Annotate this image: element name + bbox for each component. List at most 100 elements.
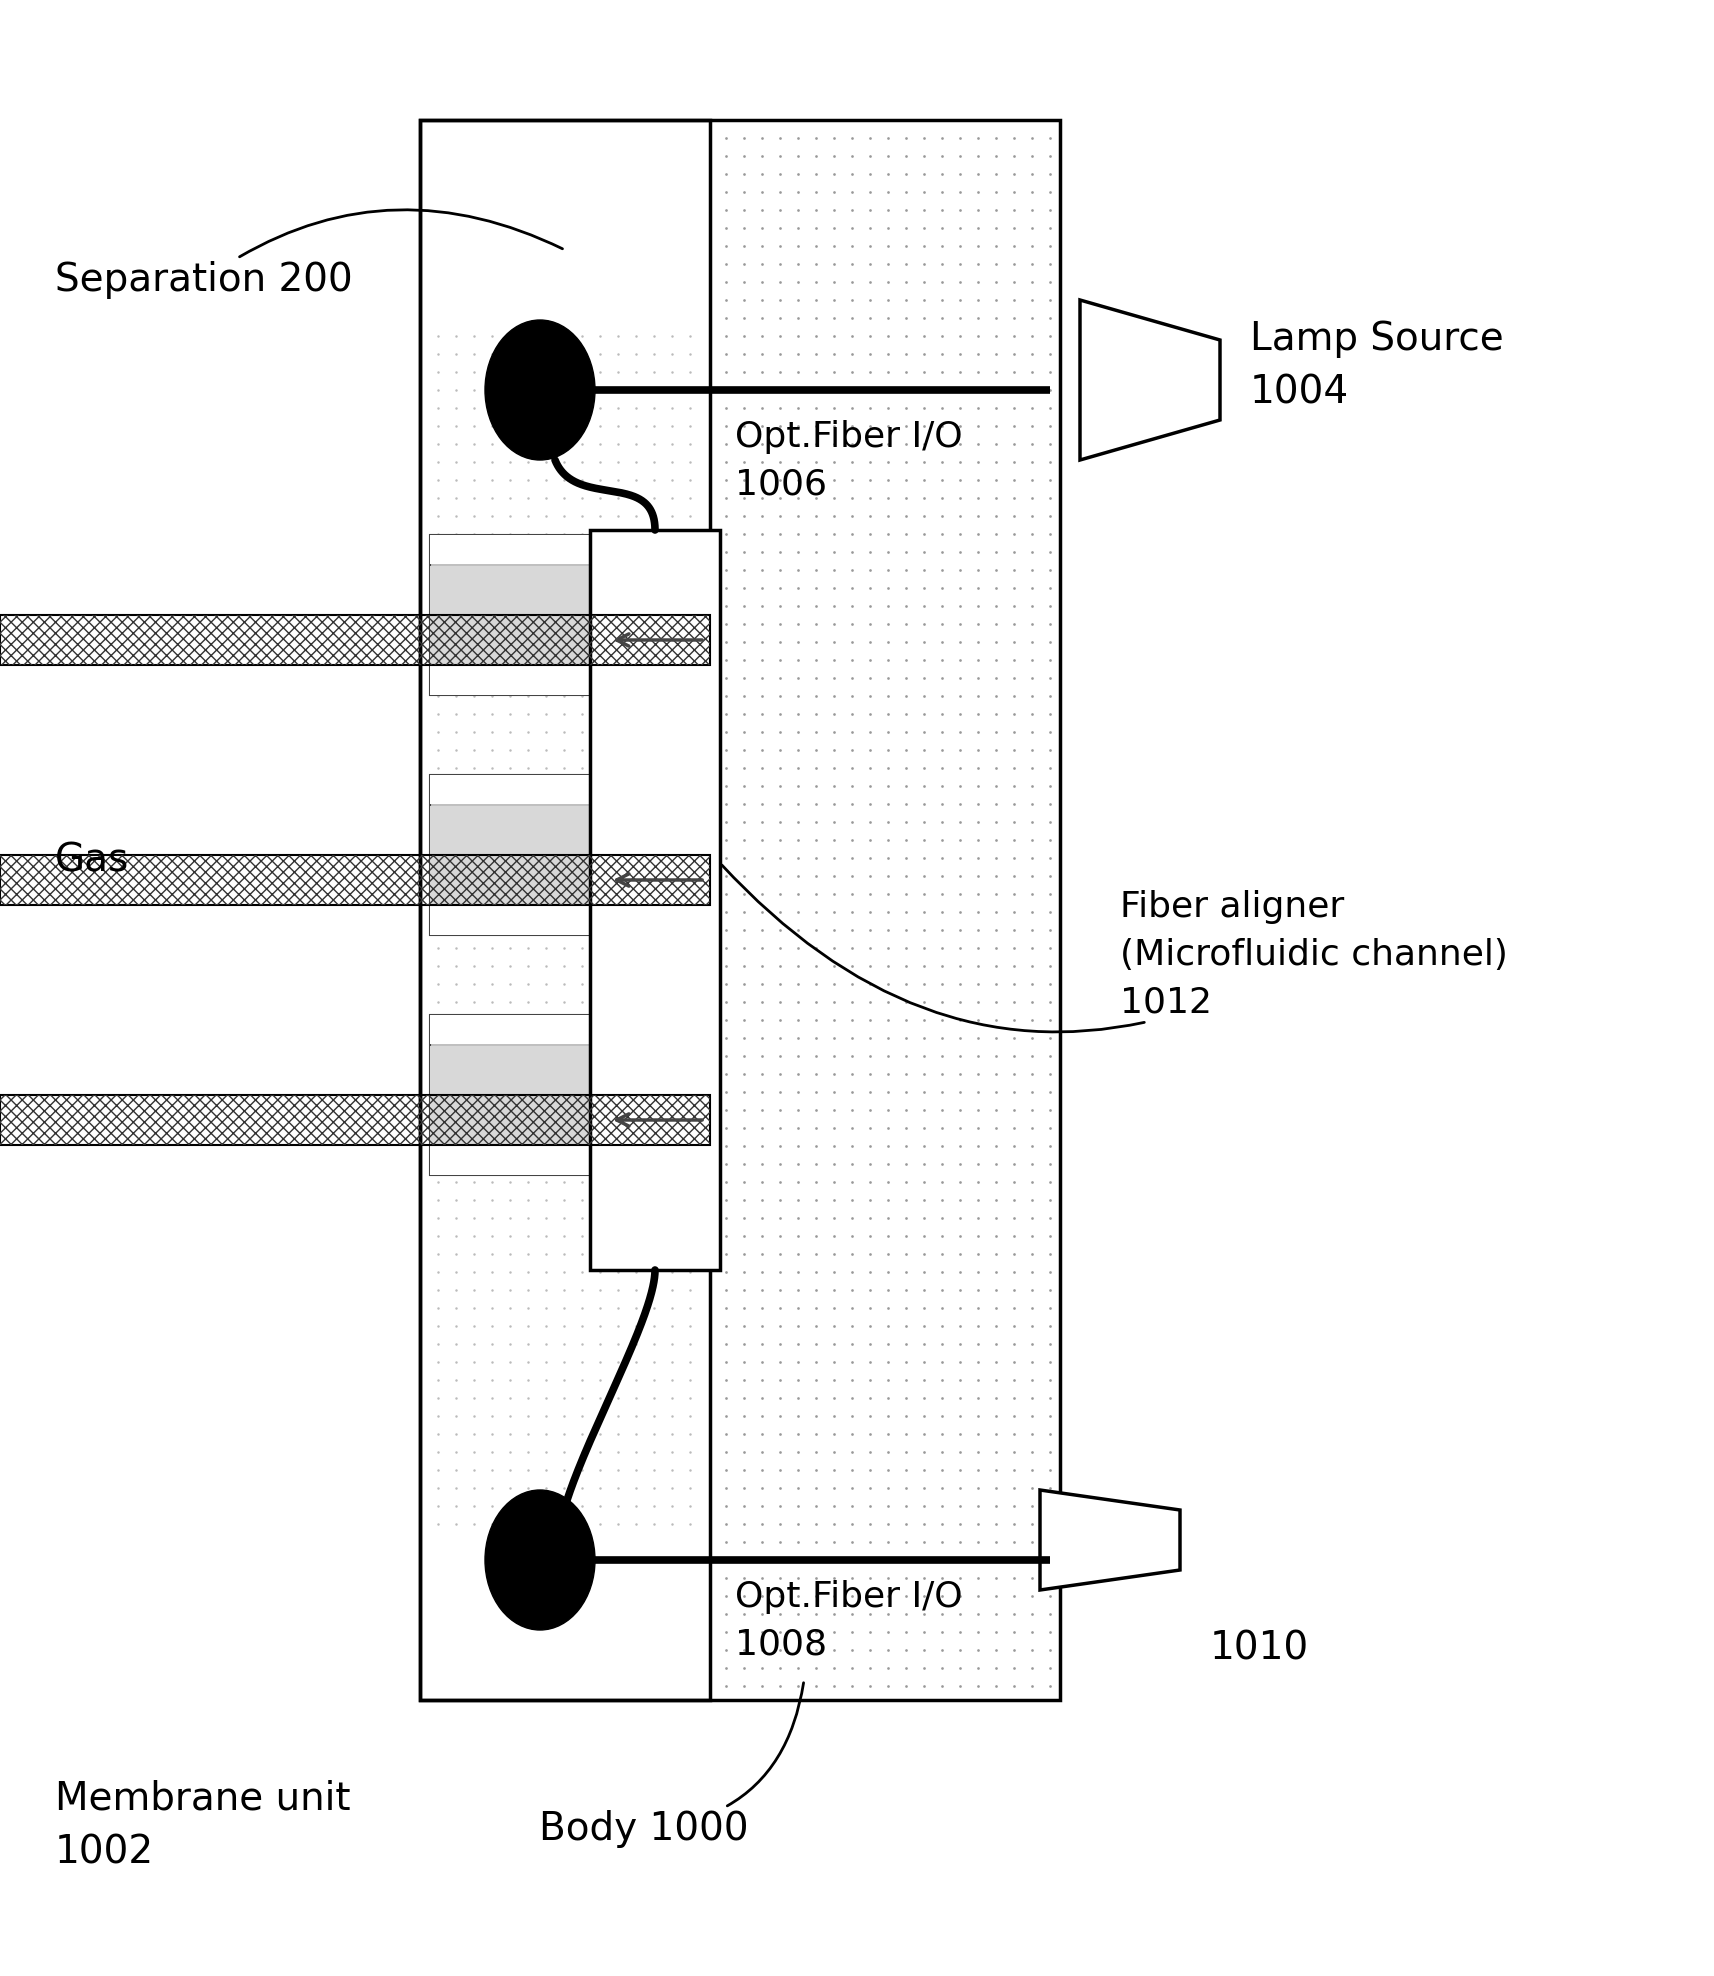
- Point: [514, 1401, 542, 1433]
- Point: [442, 1543, 470, 1575]
- Point: [478, 1419, 506, 1450]
- Point: [586, 1077, 614, 1109]
- Point: [783, 806, 811, 838]
- Point: [1018, 320, 1046, 352]
- Point: [622, 285, 650, 316]
- Point: [874, 591, 902, 622]
- Point: [639, 1652, 667, 1684]
- Point: [658, 591, 686, 622]
- Point: [459, 933, 487, 964]
- Point: [567, 1328, 595, 1359]
- Point: [783, 1239, 811, 1271]
- Point: [658, 1563, 686, 1595]
- Point: [603, 1363, 631, 1395]
- Point: [550, 806, 578, 838]
- Point: [514, 771, 542, 802]
- Point: [567, 1310, 595, 1342]
- Point: [747, 1112, 775, 1144]
- Point: [675, 411, 703, 443]
- Point: [946, 1670, 974, 1701]
- Point: [658, 968, 686, 1000]
- Point: [639, 753, 667, 784]
- Point: [495, 591, 523, 622]
- Point: [1018, 1292, 1046, 1324]
- Point: [675, 1401, 703, 1433]
- Point: [495, 285, 523, 316]
- Point: [459, 411, 487, 443]
- Point: [622, 1472, 650, 1504]
- Point: [442, 1275, 470, 1306]
- Point: [963, 518, 991, 549]
- Point: [586, 1381, 614, 1413]
- Point: [1035, 285, 1063, 316]
- Point: [963, 698, 991, 729]
- Point: [442, 158, 470, 190]
- Point: [910, 1363, 938, 1395]
- Point: [946, 753, 974, 784]
- Point: [603, 1239, 631, 1271]
- Point: [586, 176, 614, 207]
- Point: [495, 788, 523, 820]
- Point: [639, 553, 667, 585]
- Point: [783, 1292, 811, 1324]
- Point: [675, 1616, 703, 1648]
- Point: [531, 591, 559, 622]
- Point: [711, 211, 739, 243]
- Point: [639, 968, 667, 1000]
- Point: [658, 1275, 686, 1306]
- Point: [478, 1077, 506, 1109]
- Point: [550, 1472, 578, 1504]
- Point: [658, 915, 686, 947]
- Point: [586, 1363, 614, 1395]
- Point: [603, 518, 631, 549]
- Point: [514, 1670, 542, 1701]
- Point: [711, 1221, 739, 1253]
- Point: [622, 176, 650, 207]
- Point: [442, 1472, 470, 1504]
- Point: [442, 1148, 470, 1180]
- Point: [946, 1472, 974, 1504]
- Point: [694, 267, 722, 298]
- Point: [927, 464, 955, 496]
- Point: [423, 176, 451, 207]
- Point: [730, 176, 758, 207]
- Point: [639, 338, 667, 370]
- Point: [855, 1363, 883, 1395]
- Point: [603, 285, 631, 316]
- Point: [514, 1310, 542, 1342]
- Point: [946, 500, 974, 532]
- Point: [603, 1490, 631, 1522]
- Point: [982, 447, 1010, 478]
- Point: [550, 1022, 578, 1053]
- Point: [622, 1328, 650, 1359]
- Point: [514, 842, 542, 873]
- Point: [586, 267, 614, 298]
- Point: [622, 1130, 650, 1162]
- Point: [730, 1022, 758, 1053]
- Point: [622, 753, 650, 784]
- Point: [459, 1022, 487, 1053]
- Point: [819, 123, 847, 154]
- Point: [1035, 267, 1063, 298]
- Point: [675, 1616, 703, 1648]
- Point: [675, 1039, 703, 1071]
- Point: [730, 553, 758, 585]
- Point: [999, 140, 1027, 172]
- Point: [658, 609, 686, 640]
- Point: [478, 824, 506, 856]
- Point: [586, 860, 614, 891]
- Point: [622, 897, 650, 929]
- Point: [658, 662, 686, 694]
- Point: [658, 609, 686, 640]
- Point: [747, 1652, 775, 1684]
- Point: [459, 573, 487, 605]
- Point: [514, 1201, 542, 1233]
- Point: [531, 464, 559, 496]
- Point: [766, 1490, 794, 1522]
- Point: [550, 447, 578, 478]
- Point: [622, 662, 650, 694]
- Point: [946, 1022, 974, 1053]
- Point: [963, 158, 991, 190]
- Point: [603, 573, 631, 605]
- Point: [982, 698, 1010, 729]
